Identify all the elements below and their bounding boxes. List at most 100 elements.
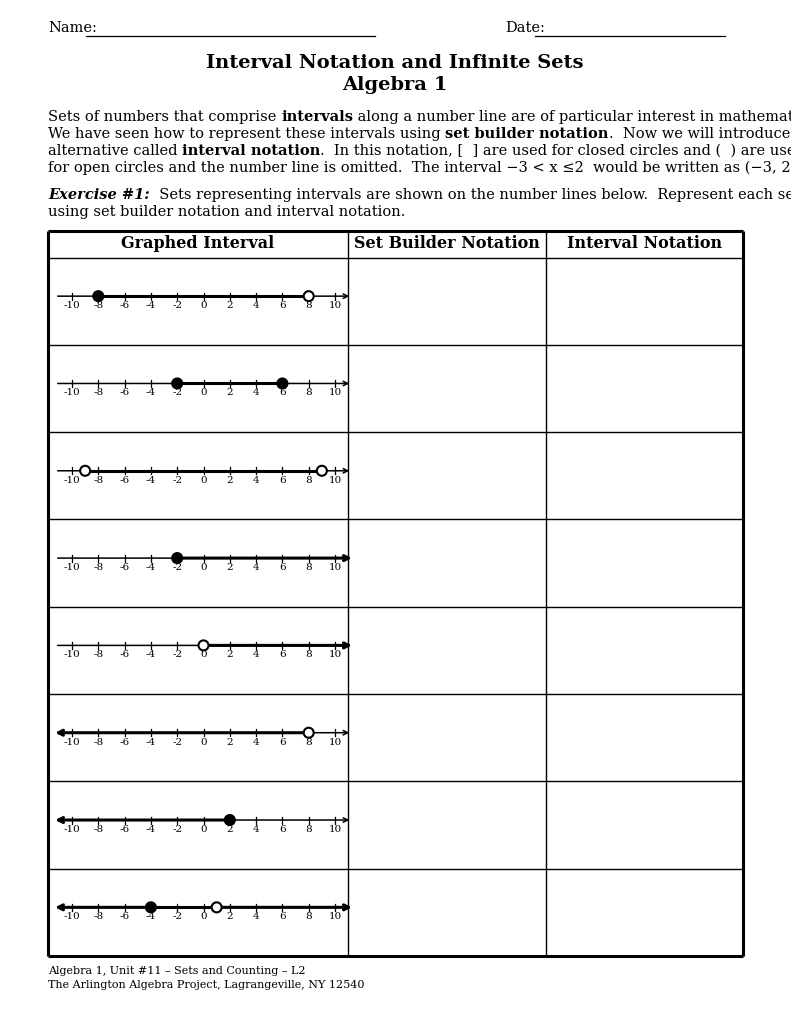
Text: 10: 10: [328, 476, 342, 484]
Circle shape: [80, 466, 90, 476]
Text: -4: -4: [146, 388, 156, 397]
Text: 0: 0: [200, 737, 206, 746]
Text: interval notation: interval notation: [182, 144, 320, 158]
Text: 8: 8: [305, 563, 312, 572]
Text: -2: -2: [172, 388, 182, 397]
Text: 2: 2: [226, 301, 233, 310]
Text: -4: -4: [146, 737, 156, 746]
Text: 6: 6: [279, 476, 286, 484]
Text: 2: 2: [226, 650, 233, 659]
Text: Sets representing intervals are shown on the number lines below.  Represent each: Sets representing intervals are shown on…: [149, 188, 791, 202]
Text: Name:: Name:: [48, 22, 97, 35]
Text: -2: -2: [172, 825, 182, 834]
Text: 8: 8: [305, 825, 312, 834]
Text: -10: -10: [63, 301, 81, 310]
Text: 10: 10: [328, 825, 342, 834]
Text: Exercise #1:: Exercise #1:: [48, 188, 149, 202]
Text: 10: 10: [328, 912, 342, 922]
Text: -8: -8: [93, 301, 104, 310]
Text: Sets of numbers that comprise: Sets of numbers that comprise: [48, 110, 281, 124]
Text: 4: 4: [253, 737, 259, 746]
Text: Graphed Interval: Graphed Interval: [122, 236, 274, 253]
Circle shape: [199, 640, 209, 650]
Text: Set Builder Notation: Set Builder Notation: [354, 236, 540, 253]
Text: -2: -2: [172, 737, 182, 746]
Text: -8: -8: [93, 825, 104, 834]
Text: -8: -8: [93, 737, 104, 746]
Text: 4: 4: [253, 825, 259, 834]
Text: -4: -4: [146, 301, 156, 310]
Text: .  In this notation, [  ] are used for closed circles and (  ) are used: . In this notation, [ ] are used for clo…: [320, 144, 791, 158]
Text: 10: 10: [328, 737, 342, 746]
Text: using set builder notation and interval notation.: using set builder notation and interval …: [48, 205, 405, 219]
Text: 4: 4: [253, 476, 259, 484]
Text: 2: 2: [226, 476, 233, 484]
Text: 6: 6: [279, 737, 286, 746]
Text: -6: -6: [119, 650, 130, 659]
Text: -10: -10: [63, 388, 81, 397]
Text: -2: -2: [172, 563, 182, 572]
Text: -2: -2: [172, 301, 182, 310]
Text: -4: -4: [146, 563, 156, 572]
Text: -4: -4: [146, 650, 156, 659]
Text: -8: -8: [93, 912, 104, 922]
Text: 6: 6: [279, 301, 286, 310]
Text: 8: 8: [305, 301, 312, 310]
Text: -4: -4: [146, 825, 156, 834]
Circle shape: [317, 466, 327, 476]
Text: -6: -6: [119, 912, 130, 922]
Text: alternative called: alternative called: [48, 144, 182, 158]
Text: -8: -8: [93, 476, 104, 484]
Text: Algebra 1, Unit #11 – Sets and Counting – L2: Algebra 1, Unit #11 – Sets and Counting …: [48, 966, 305, 976]
Circle shape: [93, 291, 104, 301]
Text: 6: 6: [279, 912, 286, 922]
Text: intervals: intervals: [281, 110, 353, 124]
Text: -10: -10: [63, 650, 81, 659]
Text: The Arlington Algebra Project, Lagrangeville, NY 12540: The Arlington Algebra Project, Lagrangev…: [48, 980, 365, 990]
Text: -10: -10: [63, 825, 81, 834]
Text: -6: -6: [119, 301, 130, 310]
Text: 0: 0: [200, 650, 206, 659]
Text: 6: 6: [279, 825, 286, 834]
Text: 8: 8: [305, 388, 312, 397]
Text: for open circles and the number line is omitted.  The interval −3 < x ≤2  would : for open circles and the number line is …: [48, 161, 791, 175]
Text: 8: 8: [305, 650, 312, 659]
Circle shape: [304, 728, 314, 737]
Circle shape: [225, 815, 235, 825]
Text: -2: -2: [172, 912, 182, 922]
Text: 8: 8: [305, 737, 312, 746]
Text: -2: -2: [172, 650, 182, 659]
Text: -8: -8: [93, 388, 104, 397]
Text: 4: 4: [253, 912, 259, 922]
Circle shape: [278, 379, 287, 388]
Circle shape: [172, 553, 182, 563]
Text: 10: 10: [328, 301, 342, 310]
Text: Algebra 1: Algebra 1: [343, 76, 448, 94]
Text: along a number line are of particular interest in mathematics.: along a number line are of particular in…: [353, 110, 791, 124]
Text: -10: -10: [63, 737, 81, 746]
Text: 0: 0: [200, 563, 206, 572]
Text: 0: 0: [200, 912, 206, 922]
Text: 2: 2: [226, 388, 233, 397]
Text: 4: 4: [253, 388, 259, 397]
Text: 6: 6: [279, 388, 286, 397]
Text: -10: -10: [63, 563, 81, 572]
Text: 6: 6: [279, 563, 286, 572]
Text: 10: 10: [328, 563, 342, 572]
Text: -8: -8: [93, 650, 104, 659]
Text: -6: -6: [119, 563, 130, 572]
Text: 4: 4: [253, 301, 259, 310]
Text: 2: 2: [226, 563, 233, 572]
Text: 0: 0: [200, 301, 206, 310]
Text: -2: -2: [172, 476, 182, 484]
Text: 6: 6: [279, 650, 286, 659]
Text: -4: -4: [146, 912, 156, 922]
Text: -6: -6: [119, 737, 130, 746]
Circle shape: [146, 902, 156, 912]
Text: -10: -10: [63, 912, 81, 922]
Text: 10: 10: [328, 388, 342, 397]
Text: 10: 10: [328, 650, 342, 659]
Text: .  Now we will introduce an: . Now we will introduce an: [608, 127, 791, 141]
Text: 0: 0: [200, 476, 206, 484]
Text: -6: -6: [119, 476, 130, 484]
